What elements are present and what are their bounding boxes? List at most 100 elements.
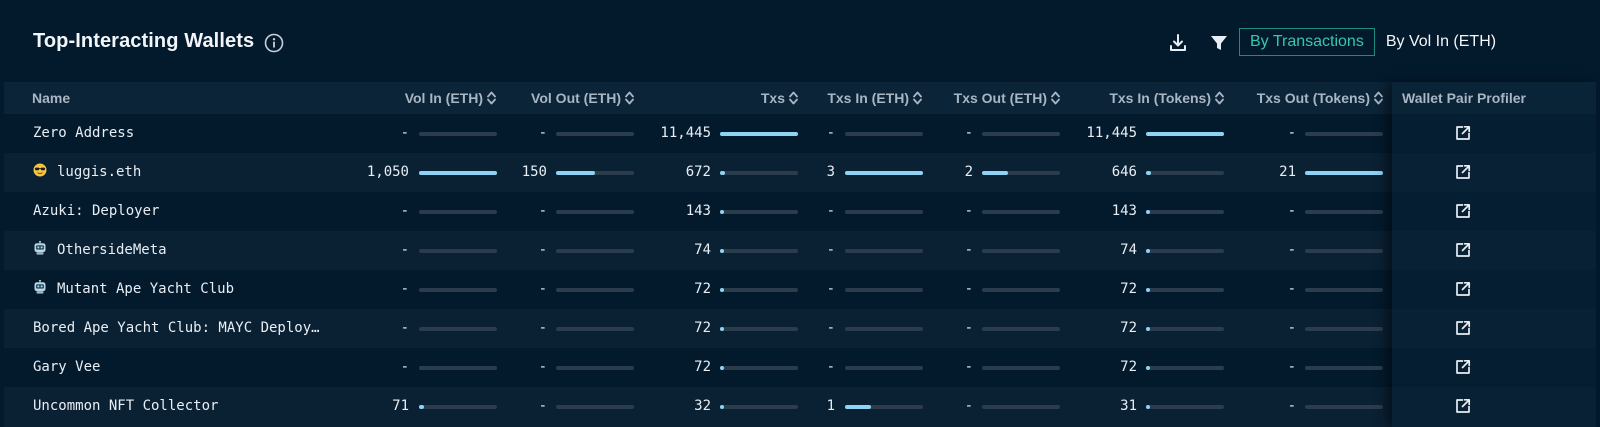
wallet-name-cell[interactable]: Gary Vee [33, 348, 100, 387]
column-header-label: Txs In (ETH) [827, 90, 909, 106]
wallet-name-cell[interactable]: Azuki: Deployer [33, 192, 159, 231]
txs-value: 11,445 [660, 125, 711, 141]
vol-in-bar [419, 366, 497, 370]
toggle-by-vol-in[interactable]: By Vol In (ETH) [1385, 33, 1497, 50]
vol-out-bar [556, 366, 634, 370]
wallet-name-cell[interactable]: Mutant Ape Yacht Club [33, 270, 234, 309]
vol-out-bar [556, 249, 634, 253]
panel-header: Top-Interacting Wallets By Transactions … [0, 0, 1600, 82]
table-row[interactable]: Zero Address - - 11,445 - - 11,445 - [4, 114, 1596, 154]
column-header-txs-in-eth[interactable]: Txs In (ETH) [827, 82, 922, 114]
txs-in-tokens-bar [1146, 132, 1224, 136]
wallet-name-cell[interactable]: Uncommon NFT Collector [33, 387, 218, 426]
txs-out-tokens-value: - [1287, 359, 1296, 375]
txs-bar [720, 288, 798, 292]
vol-in-value: - [400, 242, 409, 258]
column-header-vol-out[interactable]: Vol Out (ETH) [531, 82, 634, 114]
column-header-txs-in-tokens[interactable]: Txs In (Tokens) [1109, 82, 1224, 114]
txs-in-eth-value: - [826, 203, 835, 219]
wallet-name: Gary Vee [33, 359, 101, 375]
info-icon[interactable] [264, 33, 284, 53]
table-row[interactable]: Gary Vee - - 72 - - 72 - [4, 348, 1596, 388]
table-row[interactable]: OthersideMeta - - 74 - - 74 - [4, 231, 1596, 271]
table-row[interactable]: Mutant Ape Yacht Club - - 72 - - 72 - [4, 270, 1596, 310]
txs-out-tokens-bar [1305, 210, 1383, 214]
vol-out-bar [556, 327, 634, 331]
sort-icon[interactable] [913, 91, 922, 105]
txs-in-tokens-bar-fill [1146, 366, 1150, 370]
txs-bar [720, 210, 798, 214]
txs-bar [720, 366, 798, 370]
sort-icon[interactable] [487, 91, 496, 105]
external-link-icon[interactable] [1455, 398, 1471, 414]
vol-in-value: 1,050 [366, 164, 409, 180]
column-header-txs[interactable]: Txs [761, 82, 798, 114]
wallet-name-cell[interactable]: OthersideMeta [33, 231, 167, 270]
wallet-name-cell[interactable]: Bored Ape Yacht Club: MAYC Deploy… [33, 309, 320, 348]
table-row[interactable]: luggis.eth 1,050 150 672 3 2 646 21 [4, 153, 1596, 193]
txs-bar [720, 327, 798, 331]
external-link-icon[interactable] [1455, 125, 1471, 141]
vol-in-bar [419, 288, 497, 292]
sort-icon[interactable] [1051, 91, 1060, 105]
toggle-by-transactions[interactable]: By Transactions [1239, 28, 1375, 56]
txs-bar [720, 249, 798, 253]
external-link-icon[interactable] [1455, 203, 1471, 219]
txs-out-tokens-bar [1305, 171, 1383, 175]
wallet-name-cell[interactable]: luggis.eth [33, 153, 141, 192]
txs-bar-fill [720, 249, 724, 253]
txs-in-tokens-value: 72 [1120, 320, 1137, 336]
column-header-vol-in[interactable]: Vol In (ETH) [405, 82, 496, 114]
vol-in-value: 71 [392, 398, 409, 414]
vol-in-bar-fill [419, 171, 497, 175]
txs-in-tokens-bar [1146, 249, 1224, 253]
vol-in-bar [419, 132, 497, 136]
vol-out-value: - [538, 398, 547, 414]
txs-out-tokens-bar-fill [1305, 171, 1383, 175]
external-link-icon[interactable] [1455, 164, 1471, 180]
sort-icon[interactable] [625, 91, 634, 105]
txs-out-tokens-value: - [1287, 125, 1296, 141]
panel-title: Top-Interacting Wallets [33, 30, 255, 52]
column-header-name[interactable]: Name [32, 90, 71, 106]
txs-in-tokens-bar [1146, 288, 1224, 292]
table-row[interactable]: Azuki: Deployer - - 143 - - 143 - [4, 192, 1596, 232]
txs-out-tokens-bar [1305, 249, 1383, 253]
table-header: Name Vol In (ETH) Vol Out (ETH) Txs Txs In … [4, 82, 1596, 114]
vol-out-value: - [538, 203, 547, 219]
column-header-label: Vol In (ETH) [404, 90, 483, 106]
vol-in-value: - [400, 125, 409, 141]
txs-bar-fill [720, 405, 724, 409]
external-link-icon[interactable] [1455, 359, 1471, 375]
view-toggle: By Transactions By Vol In (ETH) [1239, 28, 1507, 56]
txs-out-tokens-value: - [1287, 203, 1296, 219]
txs-value: 72 [694, 281, 711, 297]
wallet-name-cell[interactable]: Zero Address [33, 114, 134, 153]
txs-out-eth-bar [982, 366, 1060, 370]
txs-in-tokens-value: 74 [1120, 242, 1137, 258]
external-link-icon[interactable] [1455, 281, 1471, 297]
txs-in-tokens-bar-fill [1146, 327, 1150, 331]
wallet-name: Zero Address [33, 125, 135, 141]
external-link-icon[interactable] [1455, 242, 1471, 258]
txs-out-tokens-bar [1305, 288, 1383, 292]
vol-in-value: - [400, 281, 409, 297]
txs-in-tokens-bar [1146, 366, 1224, 370]
txs-out-tokens-value: - [1287, 242, 1296, 258]
download-icon[interactable] [1167, 32, 1189, 54]
txs-value: 672 [685, 164, 711, 180]
vol-in-bar [419, 210, 497, 214]
table-row[interactable]: Uncommon NFT Collector 71 - 32 1 - 31 - [4, 387, 1596, 427]
sort-icon[interactable] [1374, 91, 1383, 105]
column-header-txs-out-tokens[interactable]: Txs Out (Tokens) [1257, 82, 1383, 114]
txs-out-tokens-value: - [1287, 398, 1296, 414]
sort-icon[interactable] [789, 91, 798, 105]
wallet-name: OthersideMeta [57, 242, 167, 258]
sort-icon[interactable] [1215, 91, 1224, 105]
filter-icon[interactable] [1208, 32, 1230, 54]
external-link-icon[interactable] [1455, 320, 1471, 336]
table-row[interactable]: Bored Ape Yacht Club: MAYC Deploy… - - 72 - -… [4, 309, 1596, 349]
txs-out-eth-value: - [964, 359, 973, 375]
column-header-txs-out-eth[interactable]: Txs Out (ETH) [954, 82, 1060, 114]
vol-out-value: - [538, 320, 547, 336]
